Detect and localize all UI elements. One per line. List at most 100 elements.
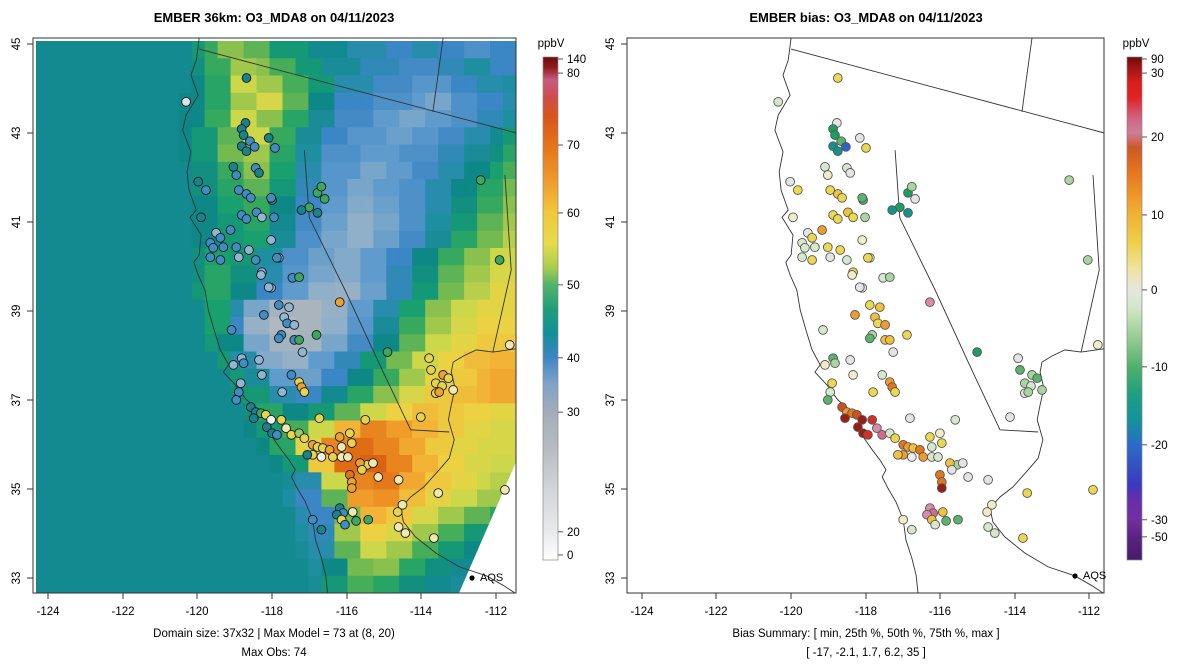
station-dot — [906, 452, 917, 462]
station-dot — [887, 205, 898, 215]
station-dot — [935, 428, 945, 439]
station-dot — [937, 507, 948, 517]
station-dot — [347, 507, 358, 517]
station-dot — [925, 297, 935, 308]
station-dot — [848, 212, 858, 223]
x-tick-label: -122 — [704, 606, 727, 618]
station-dot — [346, 483, 357, 493]
left-aqs-legend-dot — [469, 575, 475, 581]
station-dot — [443, 373, 454, 384]
station-dot — [256, 270, 266, 280]
station-dot — [299, 387, 310, 397]
station-dot — [286, 370, 297, 380]
station-dot — [884, 335, 895, 345]
station-dot — [319, 194, 330, 204]
station-dot — [231, 242, 242, 253]
colorbar-tick-label: 20 — [1151, 132, 1164, 144]
station-dot — [500, 484, 510, 495]
station-dot — [294, 272, 304, 283]
station-dot — [231, 395, 242, 405]
station-dot — [344, 428, 355, 439]
station-dot — [845, 168, 856, 178]
station-dot — [299, 433, 310, 444]
x-tick-label: -120 — [779, 606, 802, 618]
station-dot — [825, 185, 836, 195]
left-caption-line1: Domain size: 37x32 | Max Model = 73 at (… — [153, 628, 395, 640]
station-dot — [273, 333, 284, 344]
station-dot — [877, 370, 888, 380]
station-dot — [835, 245, 846, 255]
station-dot — [773, 96, 784, 107]
station-dot — [972, 347, 982, 357]
right-bias-points — [773, 73, 1103, 543]
y-tick-label: 43 — [11, 127, 23, 140]
station-dot — [822, 170, 833, 180]
left-colorbar: 140 80 70 60 50 40 30 20 0 — [542, 54, 586, 562]
station-dot — [363, 514, 374, 525]
y-tick-label: 45 — [605, 38, 617, 51]
station-dot — [368, 458, 378, 468]
station-dot — [830, 130, 840, 140]
station-dot — [284, 302, 294, 313]
station-dot — [957, 458, 968, 468]
x-tick-label: -112 — [1078, 606, 1100, 618]
station-dot — [903, 207, 913, 218]
x-tick-label: -124 — [36, 606, 60, 618]
station-dot — [208, 242, 219, 253]
station-dot — [800, 242, 810, 253]
station-dot — [231, 170, 242, 180]
colorbar-tick-label: 60 — [567, 208, 580, 220]
station-dot — [181, 96, 191, 107]
model-raster — [36, 41, 516, 593]
station-dot — [880, 320, 890, 330]
station-dot — [215, 232, 226, 243]
station-dot — [393, 474, 404, 485]
station-dot — [226, 325, 237, 335]
station-dot — [263, 133, 274, 143]
station-dot — [872, 423, 882, 434]
station-dot — [429, 533, 439, 543]
station-dot — [848, 370, 858, 380]
y-tick-label: 41 — [11, 216, 23, 229]
station-dot — [357, 464, 367, 475]
colorbar-tick-label: 0 — [567, 550, 573, 562]
station-dot — [983, 474, 993, 485]
station-dot — [893, 449, 903, 460]
station-dot — [244, 245, 254, 255]
right-plot-title: EMBER bias: O3_MDA8 on 04/11/2023 — [749, 10, 983, 25]
x-tick-label: -116 — [929, 606, 951, 618]
station-dot — [281, 423, 291, 434]
y-tick-label: 37 — [605, 394, 617, 407]
station-dot — [854, 282, 865, 293]
station-dot — [241, 214, 252, 224]
station-dot — [351, 516, 361, 526]
station-dot — [837, 192, 847, 203]
station-dot — [196, 212, 206, 223]
station-dot — [1005, 412, 1015, 422]
station-dot — [820, 360, 830, 370]
y-tick-label: 33 — [605, 572, 617, 585]
station-dot — [918, 452, 929, 462]
station-dot — [193, 176, 204, 187]
y-tick-label: 39 — [605, 305, 617, 318]
station-dot — [235, 378, 246, 389]
station-dot — [853, 422, 863, 432]
station-dot — [933, 452, 943, 462]
station-dot — [857, 235, 868, 245]
station-dot — [215, 255, 226, 265]
station-dot — [946, 464, 957, 475]
station-dot — [982, 507, 992, 517]
station-dot — [860, 212, 870, 223]
station-dot — [400, 528, 411, 538]
station-dot — [392, 507, 403, 517]
station-dot — [792, 185, 803, 195]
station-dot — [433, 488, 444, 498]
colorbar-tick-label: -20 — [1151, 440, 1168, 452]
station-dot — [785, 176, 795, 187]
left-plot-title: EMBER 36km: O3_MDA8 on 04/11/2023 — [153, 10, 395, 25]
station-dot — [314, 413, 325, 424]
station-dot — [233, 252, 244, 263]
station-dot — [925, 432, 935, 442]
colorbar-tick-label: 30 — [567, 407, 580, 419]
